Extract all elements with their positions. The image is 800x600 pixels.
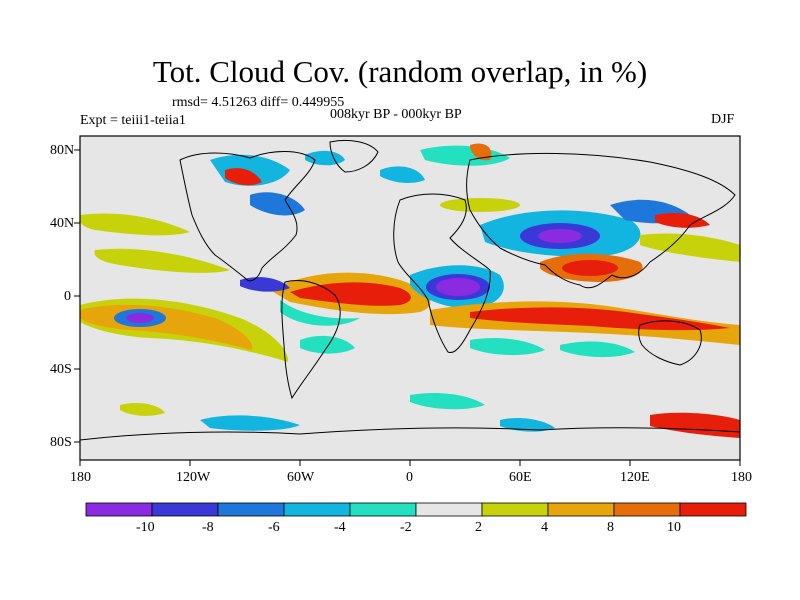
period-label: 008kyr BP - 000kyr BP [330, 107, 462, 122]
contour-fill [300, 335, 355, 354]
colorbar-swatch [415, 502, 483, 517]
coastline-south-america [281, 280, 341, 400]
colorbar-label-neg6: -6 [268, 520, 280, 535]
colorbar-label-4: 4 [541, 520, 548, 535]
contour-fill [655, 213, 710, 228]
colorbar-swatch [283, 502, 351, 517]
colorbar-swatch [547, 502, 615, 517]
lon-tick-120e: 120E [620, 470, 650, 485]
lon-tick-60w: 60W [287, 470, 315, 485]
lat-tick-40s: 40S [50, 362, 72, 377]
tick-marks [74, 149, 741, 466]
season-label: DJF [711, 112, 735, 127]
lon-tick-0: 0 [406, 470, 413, 485]
colorbar-label-neg8: -8 [202, 520, 214, 535]
contour-fill [126, 313, 154, 323]
colorbar-label-neg4: -4 [334, 520, 346, 535]
lat-tick-eq: 0 [64, 289, 71, 304]
contour-fill [470, 143, 492, 161]
coastline-antarctica [80, 427, 740, 441]
colorbar-swatch [679, 502, 747, 517]
coastline-north-america [179, 151, 316, 282]
anomaly-contours [80, 143, 740, 438]
contour-fill [305, 150, 345, 166]
lat-tick-40n: 40N [50, 216, 75, 231]
colorbar-swatch [349, 502, 417, 517]
coastline-greenland [329, 139, 379, 173]
lat-tick-80s: 80S [50, 435, 72, 450]
contour-fill [562, 260, 618, 276]
colorbar-swatch [85, 502, 153, 517]
contour-fill [500, 417, 555, 432]
stats-text: rmsd= 4.51263 diff= 0.449955 [172, 95, 345, 110]
colorbar-swatch [481, 502, 549, 517]
coastlines [80, 139, 740, 441]
experiment-label: Expt = teiii1-teiia1 [80, 113, 186, 128]
lon-tick-60e: 60E [509, 470, 532, 485]
colorbar-swatch [613, 502, 681, 517]
colorbar-swatch [151, 502, 219, 517]
lon-tick-180e: 180 [731, 470, 752, 485]
contour-fill [440, 198, 520, 212]
contour-fill [640, 233, 740, 262]
contour-fill [410, 393, 485, 410]
colorbar-label-2: 2 [475, 520, 482, 535]
contour-fill [200, 415, 300, 431]
contour-fill [470, 307, 730, 331]
colorbar-label-neg2: -2 [400, 520, 412, 535]
contour-fill [120, 402, 165, 416]
contour-fill [80, 213, 190, 236]
lat-tick-80n: 80N [50, 143, 75, 158]
colorbar-label-neg10: -10 [136, 520, 155, 535]
contour-fill [560, 341, 635, 358]
colorbar-swatch [217, 502, 285, 517]
contour-fill [436, 278, 480, 296]
coastline-europe-africa [393, 193, 491, 354]
colorbar [85, 502, 747, 517]
map-title: Tot. Cloud Cov. (random overlap, in %) [152, 54, 648, 89]
coastline-australia [638, 320, 702, 366]
contour-fill [538, 229, 582, 243]
colorbar-label-10: 10 [667, 520, 681, 535]
contour-fill [650, 412, 740, 438]
contour-fill [290, 282, 411, 306]
contour-fill [94, 248, 230, 273]
coastline-asia [466, 152, 736, 289]
lon-tick-180w: 180 [70, 470, 91, 485]
contour-fill [225, 168, 262, 186]
lon-tick-120w: 120W [176, 470, 211, 485]
colorbar-label-8: 8 [607, 520, 614, 535]
contour-fill [380, 166, 425, 183]
contour-fill [470, 338, 545, 356]
